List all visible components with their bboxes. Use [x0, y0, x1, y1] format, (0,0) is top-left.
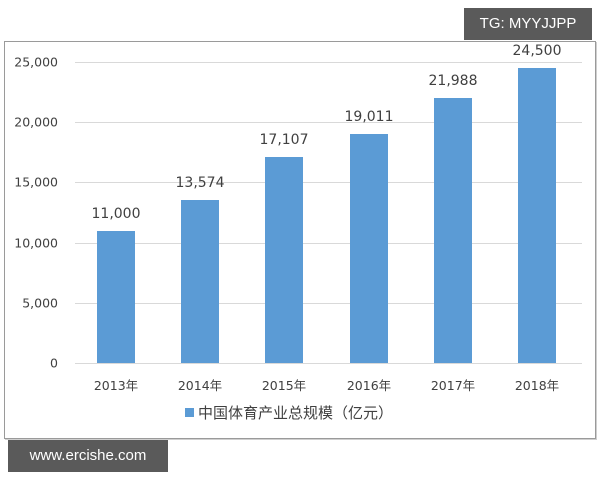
- gridline: [75, 243, 582, 244]
- x-tick-label: 2016年: [346, 378, 392, 393]
- watermark-top-right: TG: MYYJJPP: [464, 8, 592, 40]
- x-tick-label: 2014年: [177, 378, 223, 393]
- data-label: 24,500: [512, 43, 562, 60]
- bar-2014: [181, 199, 219, 363]
- data-label: 13,574: [175, 174, 225, 191]
- bar-2013: [97, 230, 135, 363]
- gridline: [75, 303, 582, 304]
- data-label: 17,107: [259, 132, 309, 149]
- y-tick-label: 0: [50, 355, 58, 371]
- x-tick-label: 2013年: [93, 378, 139, 393]
- gridline: [75, 182, 582, 183]
- y-tick-label: 10,000: [14, 235, 58, 251]
- data-label: 21,988: [428, 73, 478, 90]
- y-tick-label: 20,000: [14, 114, 58, 130]
- x-axis-baseline: [75, 363, 582, 364]
- x-tick-label: 2018年: [514, 378, 560, 393]
- watermark-bottom-left: www.ercishe.com: [8, 440, 168, 472]
- bar-2016: [350, 134, 388, 363]
- data-label: 11,000: [91, 205, 141, 222]
- legend-swatch-icon: [185, 408, 194, 417]
- x-tick-label: 2017年: [430, 378, 476, 393]
- bar-2018: [518, 68, 556, 363]
- data-label: 19,011: [344, 109, 394, 126]
- bar-2015: [265, 157, 303, 363]
- y-tick-label: 15,000: [14, 174, 58, 190]
- y-tick-label: 5,000: [22, 295, 58, 311]
- legend: 中国体育产业总规模（亿元）: [185, 402, 393, 423]
- y-tick-label: 25,000: [14, 54, 58, 70]
- bar-2017: [434, 98, 472, 363]
- legend-label: 中国体育产业总规模（亿元）: [198, 404, 394, 422]
- x-tick-label: 2015年: [261, 378, 307, 393]
- gridline: [75, 122, 582, 123]
- gridline: [75, 62, 582, 63]
